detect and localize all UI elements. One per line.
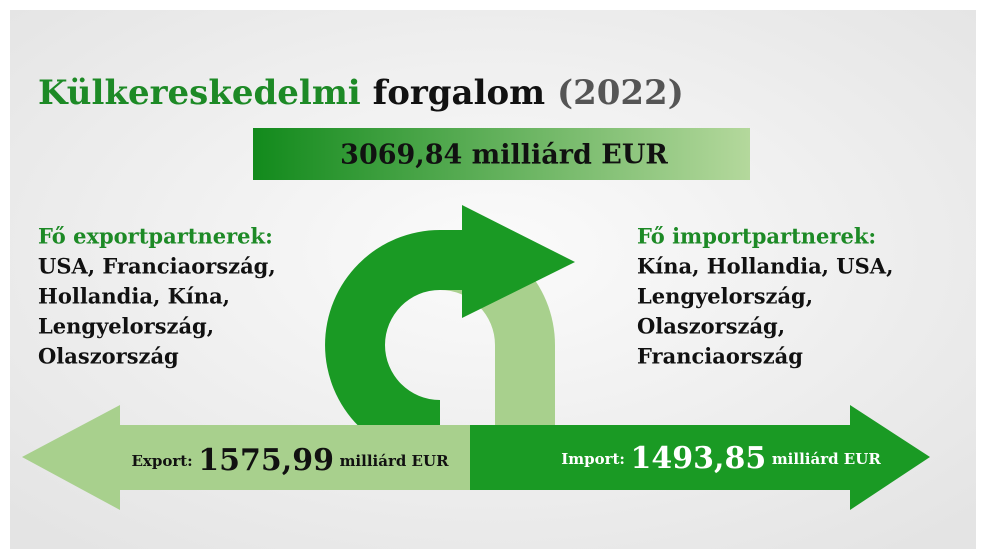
export-heading: Fő exportpartnerek: bbox=[38, 224, 273, 249]
export-arrow bbox=[22, 405, 470, 510]
export-value: Export: 1575,99 milliárd EUR bbox=[131, 443, 449, 478]
total: 3069,84 milliárd EUR bbox=[340, 140, 668, 171]
partner-line: USA, Franciaország, bbox=[38, 254, 276, 279]
import-arrow bbox=[465, 405, 930, 510]
cycle-arrowhead bbox=[462, 205, 575, 318]
total-banner bbox=[253, 128, 750, 180]
title: Külkereskedelmi forgalom (2022) bbox=[38, 73, 684, 113]
partner-line: Olaszország, bbox=[637, 314, 785, 339]
partner-line: Lengyelország, bbox=[637, 284, 813, 309]
import-heading: Fő importpartnerek: bbox=[637, 224, 876, 249]
import-value: Import: 1493,85 milliárd EUR bbox=[561, 441, 881, 476]
partner-line: Olaszország bbox=[38, 344, 179, 369]
partner-line: Kína, Hollandia, USA, bbox=[637, 254, 893, 279]
partner-line: Franciaország bbox=[637, 344, 803, 369]
partner-line: Lengyelország, bbox=[38, 314, 214, 339]
cycle-dark bbox=[325, 230, 465, 460]
partner-line: Hollandia, Kína, bbox=[38, 284, 230, 309]
